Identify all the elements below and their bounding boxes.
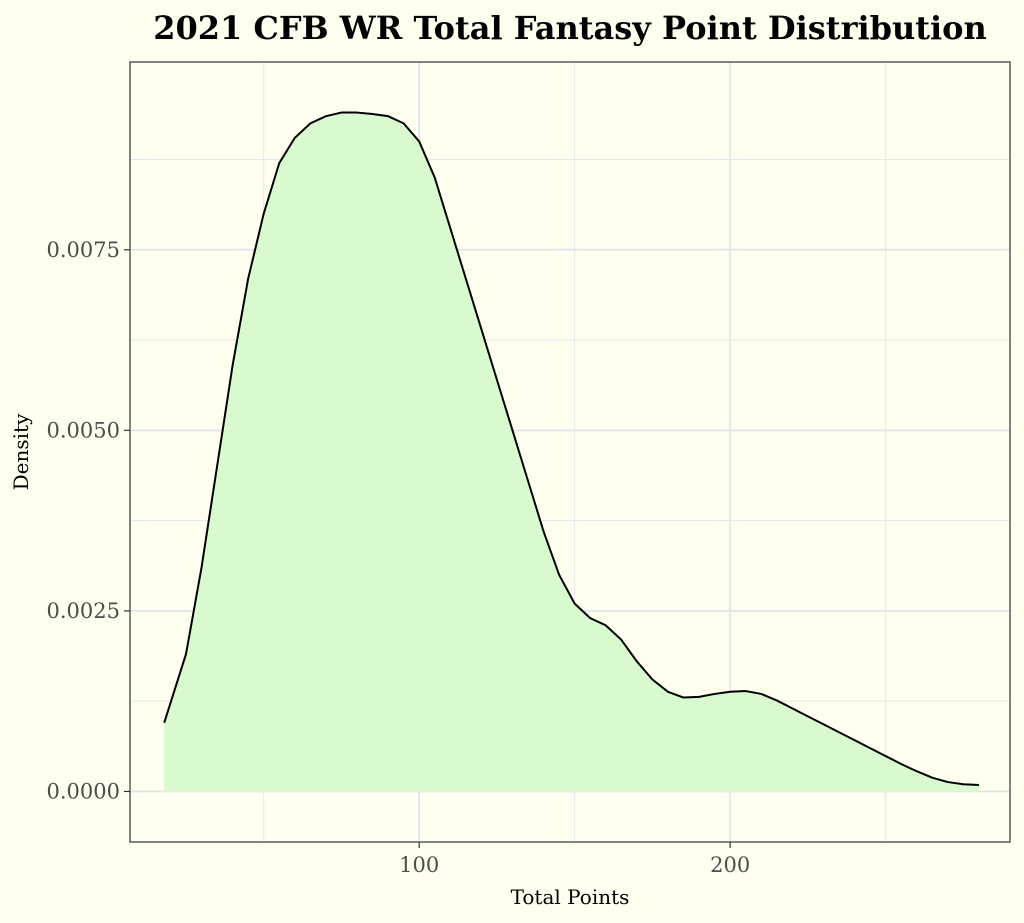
y-tick-label: 0.0075 bbox=[47, 238, 120, 262]
chart-title: 2021 CFB WR Total Fantasy Point Distribu… bbox=[153, 9, 987, 47]
x-axis-label: Total Points bbox=[511, 885, 630, 909]
x-tick-label: 100 bbox=[399, 853, 439, 877]
y-tick-label: 0.0025 bbox=[47, 599, 120, 623]
y-axis-label: Density bbox=[9, 413, 33, 490]
density-area bbox=[164, 112, 979, 792]
axis-layer: 0.0000 0.0025 0.0050 0.0075 100 200 bbox=[47, 238, 751, 877]
x-tick-label: 200 bbox=[710, 853, 750, 877]
panel-border bbox=[129, 61, 1011, 843]
series-layer bbox=[163, 111, 979, 792]
y-tick-label: 0.0000 bbox=[47, 779, 120, 803]
density-line bbox=[163, 111, 979, 786]
y-tick-label: 0.0050 bbox=[47, 418, 120, 442]
